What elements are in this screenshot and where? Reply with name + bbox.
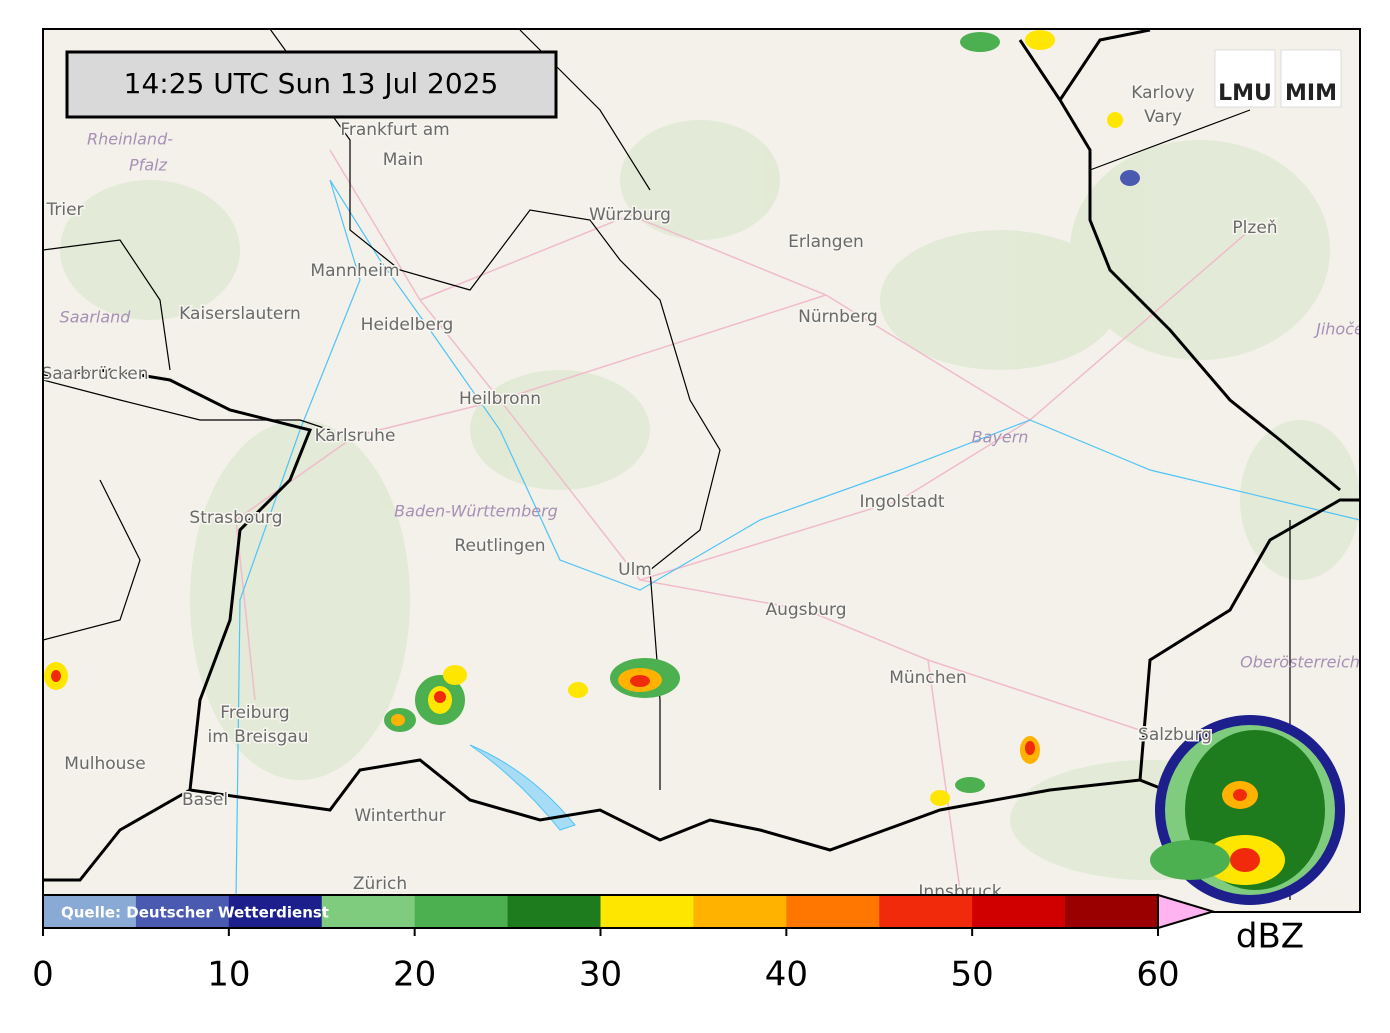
colorbar-segment <box>135 895 230 928</box>
colorbar-segment <box>879 895 973 928</box>
admin-borders <box>43 29 1291 900</box>
colorbar-tick-label: 0 <box>32 955 54 995</box>
city-label: Vary <box>1144 107 1182 127</box>
city-label: Karlovy <box>1131 83 1195 103</box>
logo-box <box>1214 49 1276 108</box>
region-label: Jihoče <box>1313 320 1364 339</box>
city-label: Erlangen <box>788 232 864 252</box>
city-label: München <box>889 668 967 688</box>
city-label: Freiburg <box>220 703 289 723</box>
city-label: Heidelberg <box>361 315 454 335</box>
source-note: Quelle: Deutscher Wetterdienst <box>61 904 329 922</box>
colorbar-label: dBZ <box>1236 917 1304 957</box>
colorbar-segment <box>507 895 601 928</box>
city-label: Main <box>383 150 424 170</box>
logo-box <box>1280 49 1342 108</box>
city-label: Trier <box>45 200 83 220</box>
city-label: Basel <box>182 790 228 810</box>
city-label: Mannheim <box>310 261 399 281</box>
colorbar-tick-label: 30 <box>579 955 622 995</box>
region-label: Bayern <box>972 428 1029 447</box>
region-label: Oberösterreich <box>1240 653 1360 672</box>
map-layer: Frankfurt am Main Würzburg Erlangen Nürnberg… <box>42 29 1364 912</box>
city-label: Frankfurt am <box>340 120 449 140</box>
city-label: Mulhouse <box>64 754 145 774</box>
colorbar-tick-label: 10 <box>207 955 250 995</box>
city-label: im Breisgau <box>208 727 309 747</box>
region-label: Baden-Württemberg <box>394 502 558 521</box>
radar-echoes <box>44 30 1345 905</box>
rivers <box>235 179 1360 901</box>
colorbar-segment <box>228 895 323 928</box>
colorbar-segment <box>786 895 880 928</box>
region-label: Rheinland- <box>87 130 173 149</box>
lake <box>469 744 576 831</box>
colorbar-segment <box>43 895 137 928</box>
city-label: Winterthur <box>354 806 445 826</box>
colorbar-segment <box>321 895 416 928</box>
colorbar-segment <box>972 895 1066 928</box>
timestamp: 14:25 UTC Sun 13 Jul 2025 <box>124 67 499 100</box>
city-label: Karlsruhe <box>315 426 396 446</box>
city-label: Saarbrücken <box>42 364 149 384</box>
region-label: Pfalz <box>129 156 168 175</box>
city-label: Reutlingen <box>454 536 545 556</box>
colorbar-tick-label: 20 <box>393 955 436 995</box>
city-label: Zürich <box>353 874 407 894</box>
logo: MIM <box>1285 81 1337 106</box>
city-label: Ingolstadt <box>859 492 944 512</box>
roads <box>235 149 1251 891</box>
timestamp-box <box>65 50 558 119</box>
logo: LMU <box>1218 81 1272 106</box>
colorbar-segment <box>1065 895 1159 928</box>
city-label: Strasbourg <box>189 508 282 528</box>
city-label: Salzburg <box>1138 725 1212 745</box>
colorbar-tick-label: 40 <box>765 955 808 995</box>
city-label: Kaiserslautern <box>179 304 301 324</box>
colorbar-segment <box>693 895 787 928</box>
colorbar-segment <box>600 895 694 928</box>
forest-areas <box>60 120 1360 880</box>
colorbar-tick-label: 60 <box>1136 955 1179 995</box>
city-label: Nürnberg <box>798 307 878 327</box>
city-label: Ulm <box>618 560 652 580</box>
colorbar-tick-label: 50 <box>951 955 994 995</box>
city-label: Augsburg <box>765 600 846 620</box>
city-label: Heilbronn <box>459 389 541 409</box>
region-label: Saarland <box>60 308 132 327</box>
city-label: Plzeň <box>1232 218 1277 238</box>
colorbar: 0 10 20 30 40 50 60 <box>32 893 1217 995</box>
city-label: Würzburg <box>589 205 671 225</box>
colorbar-segment <box>414 895 509 928</box>
